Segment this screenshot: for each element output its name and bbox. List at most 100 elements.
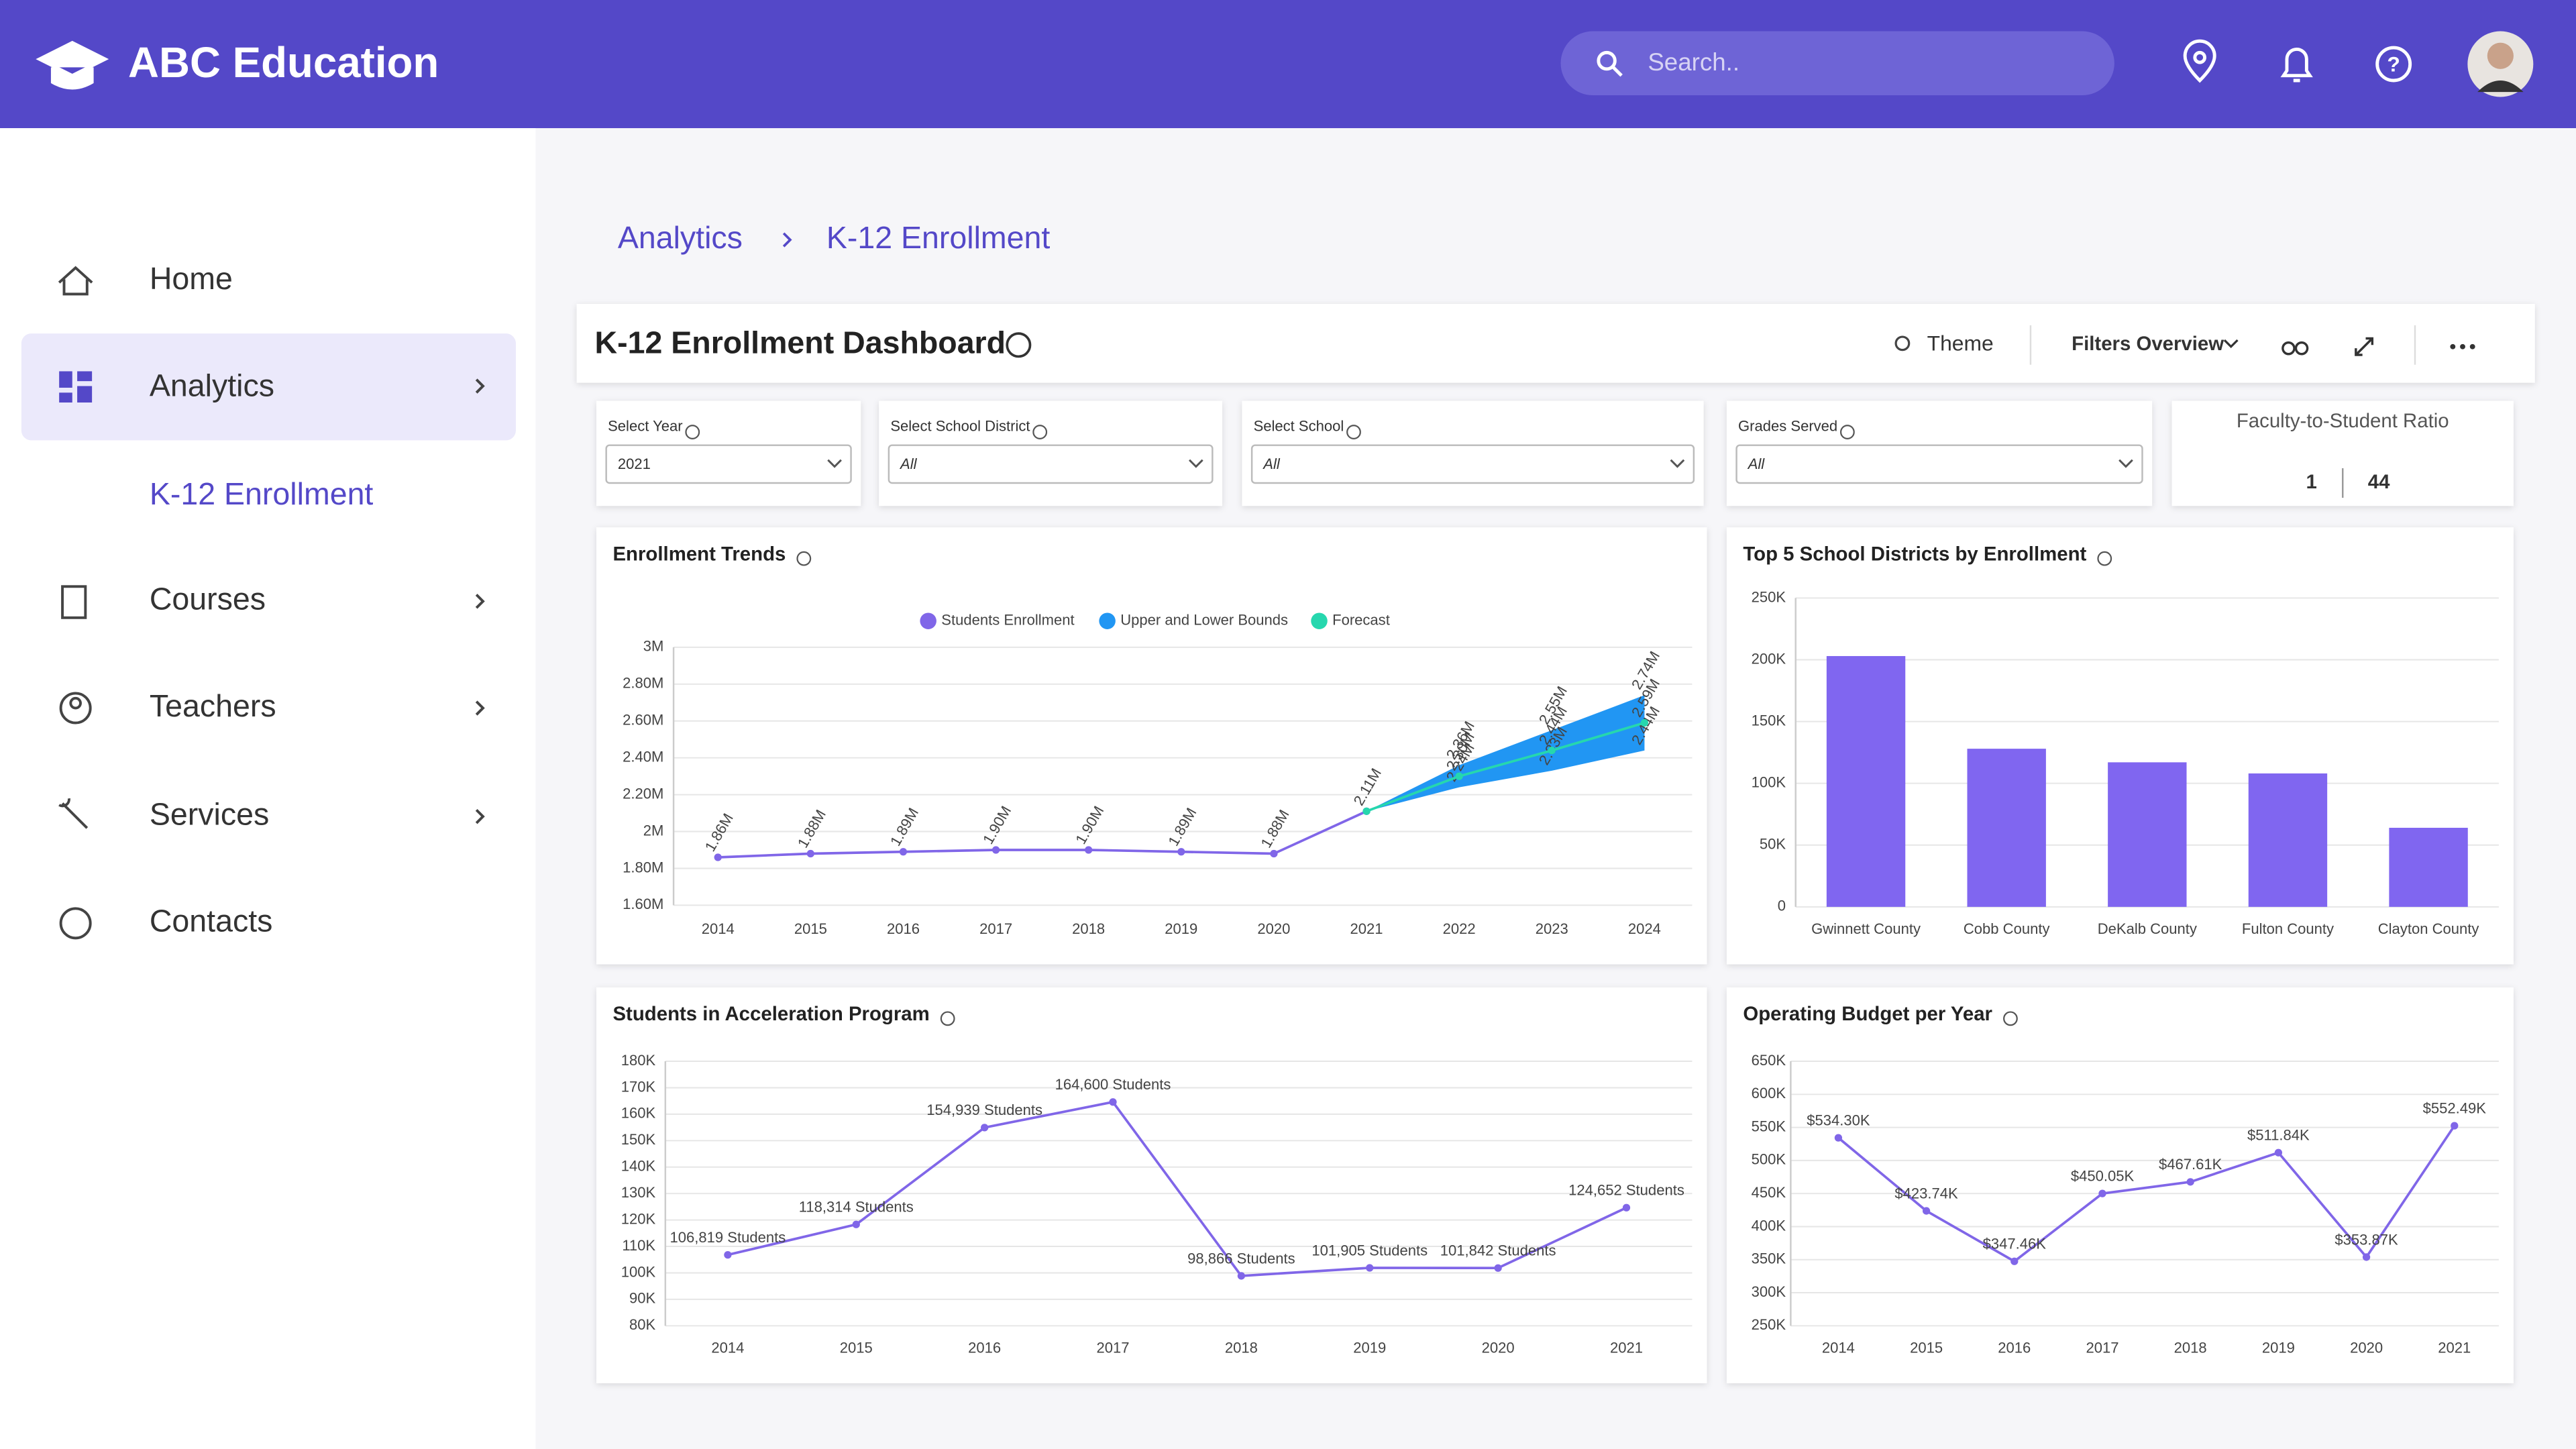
info-icon[interactable] bbox=[796, 551, 812, 566]
data-point bbox=[852, 1220, 860, 1228]
data-point bbox=[1548, 747, 1556, 755]
data-label: 101,905 Students bbox=[1311, 1242, 1428, 1258]
info-icon[interactable] bbox=[940, 1011, 955, 1026]
ratio-value: 1 bbox=[2306, 471, 2317, 493]
courses-icon bbox=[61, 585, 87, 619]
glasses-icon[interactable] bbox=[2282, 341, 2309, 356]
info-icon[interactable] bbox=[685, 425, 700, 439]
series-line bbox=[727, 1100, 1627, 1277]
info-icon[interactable] bbox=[2003, 1011, 2018, 1026]
data-point bbox=[1640, 718, 1649, 727]
sidebar bbox=[0, 128, 536, 1449]
breadcrumb-link[interactable]: Analytics bbox=[618, 220, 743, 255]
filters-overview[interactable]: Filters Overview bbox=[2072, 333, 2224, 355]
dropdown-icon bbox=[2223, 339, 2239, 348]
dropdown[interactable] bbox=[1735, 444, 2143, 484]
data-label: 118,314 Students bbox=[799, 1199, 914, 1216]
avatar bbox=[2477, 80, 2524, 93]
filter-label: Select School District bbox=[890, 418, 1030, 435]
dropdown[interactable] bbox=[1250, 444, 1695, 484]
nav-item[interactable]: Home bbox=[150, 261, 233, 296]
x-tick-label: 2016 bbox=[1998, 1339, 2031, 1356]
search-icon bbox=[1612, 66, 1623, 77]
y-tick-label: 150K bbox=[621, 1131, 656, 1148]
y-tick-label: 450K bbox=[1752, 1184, 1786, 1201]
x-tick-label: 2020 bbox=[2350, 1339, 2383, 1356]
dropdown[interactable] bbox=[888, 444, 1214, 484]
theme-button[interactable]: Theme bbox=[1927, 331, 1994, 356]
y-tick-label: 200K bbox=[1752, 650, 1786, 667]
nav-item[interactable]: Courses bbox=[150, 582, 266, 616]
x-tick-label: 2021 bbox=[1610, 1339, 1643, 1356]
chart-title: Operating Budget per Year bbox=[1743, 1003, 1992, 1025]
data-point bbox=[1109, 1098, 1117, 1106]
bound-band bbox=[1366, 695, 1645, 812]
more-icon[interactable] bbox=[2450, 343, 2475, 350]
data-label: $552.49K bbox=[2423, 1099, 2487, 1116]
chart-title: Enrollment Trends bbox=[612, 543, 786, 566]
data-point bbox=[1362, 807, 1371, 815]
x-tick-label: 2017 bbox=[1097, 1339, 1130, 1356]
info-icon[interactable] bbox=[1006, 332, 1032, 358]
y-tick-label: 180K bbox=[621, 1052, 656, 1069]
series-line bbox=[1366, 721, 1645, 813]
y-tick-label: 170K bbox=[621, 1078, 656, 1095]
y-tick-label: 2.60M bbox=[623, 712, 663, 729]
data-point bbox=[1922, 1207, 1931, 1215]
data-point bbox=[714, 853, 722, 861]
y-tick-label: 100K bbox=[1752, 774, 1786, 791]
legend-label: Students Enrollment bbox=[941, 612, 1074, 629]
chart-card bbox=[1726, 987, 2514, 1384]
info-icon[interactable] bbox=[1032, 425, 1048, 439]
y-tick-label: 0 bbox=[1778, 898, 1786, 914]
expand-icon[interactable] bbox=[2355, 337, 2374, 356]
dropdown[interactable] bbox=[605, 444, 852, 484]
bell-icon[interactable] bbox=[2280, 48, 2313, 83]
breadcrumb-separator bbox=[782, 232, 792, 248]
services-icon bbox=[58, 798, 89, 829]
y-tick-label: 110K bbox=[622, 1237, 655, 1254]
location-icon[interactable] bbox=[2183, 39, 2216, 83]
logo bbox=[36, 40, 109, 90]
data-label: 124,652 Students bbox=[1568, 1182, 1684, 1199]
info-icon[interactable] bbox=[1346, 425, 1361, 439]
bar bbox=[2248, 773, 2328, 907]
nav-item[interactable]: Teachers bbox=[150, 688, 276, 723]
info-icon[interactable] bbox=[2097, 551, 2112, 566]
data-label: 106,819 Students bbox=[670, 1229, 786, 1246]
y-tick-label: 650K bbox=[1752, 1052, 1786, 1069]
ratio-label: Faculty-to-Student Ratio bbox=[2237, 410, 2449, 432]
y-tick-label: 140K bbox=[621, 1158, 656, 1175]
x-tick-label: 2021 bbox=[1350, 920, 1383, 937]
nav-item[interactable]: K-12 Enrollment bbox=[150, 476, 374, 511]
x-tick-label: 2022 bbox=[1443, 920, 1476, 937]
data-point bbox=[1494, 1264, 1502, 1272]
nav-item[interactable]: Analytics bbox=[150, 368, 274, 402]
contacts-icon bbox=[59, 907, 92, 940]
x-tick-label: 2016 bbox=[887, 920, 920, 937]
search-icon bbox=[1597, 50, 1617, 71]
data-point bbox=[2451, 1122, 2459, 1130]
bar bbox=[1967, 749, 2046, 907]
y-tick-label: 250K bbox=[1752, 588, 1786, 605]
nav-item[interactable]: Services bbox=[150, 796, 269, 831]
chart-title: Top 5 School Districts by Enrollment bbox=[1743, 543, 2086, 566]
data-point bbox=[991, 846, 1000, 854]
nav-item[interactable]: Contacts bbox=[150, 904, 273, 938]
series-line bbox=[718, 810, 1367, 859]
legend-marker bbox=[920, 612, 936, 629]
y-tick-label: 80K bbox=[629, 1316, 656, 1333]
x-tick-label: 2014 bbox=[711, 1339, 744, 1356]
data-label: $511.84K bbox=[2247, 1127, 2310, 1144]
x-tick-label: Gwinnett County bbox=[1811, 920, 1921, 937]
search-box[interactable] bbox=[1560, 31, 2114, 96]
data-point bbox=[2010, 1257, 2019, 1265]
data-label: 98,866 Students bbox=[1187, 1250, 1295, 1267]
dropdown-value: All bbox=[1262, 455, 1281, 472]
y-tick-label: 550K bbox=[1752, 1118, 1786, 1134]
location-icon bbox=[2193, 50, 2206, 64]
header bbox=[0, 0, 2576, 129]
help-icon[interactable] bbox=[2375, 46, 2412, 83]
x-tick-label: 2018 bbox=[1225, 1339, 1258, 1356]
info-icon[interactable] bbox=[1840, 425, 1855, 439]
